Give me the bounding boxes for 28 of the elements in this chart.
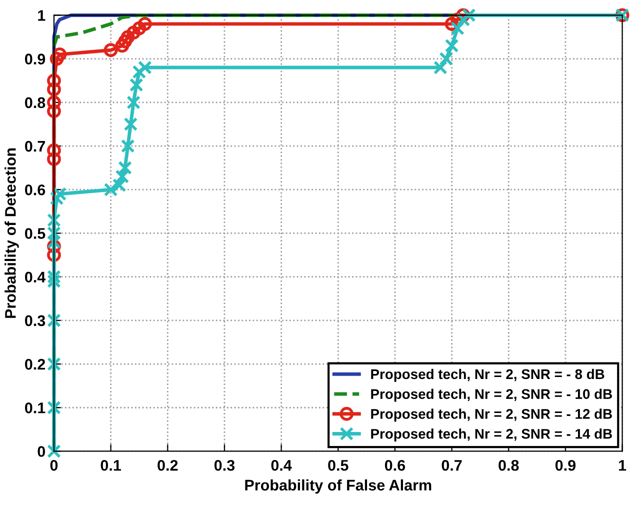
legend-label: Proposed tech, Nr = 2, SNR = - 14 dB [371,428,612,442]
y-tick-label: 0.2 [25,358,46,370]
legend-label: Proposed tech, Nr = 2, SNR = - 10 dB [371,388,612,402]
y-tick-label: 0.1 [25,402,46,414]
legend-label: Proposed tech, Nr = 2, SNR = - 8 dB [371,368,604,382]
x-tick-label: 0.2 [158,460,178,471]
x-axis-title: Probability of False Alarm [245,479,432,494]
y-tick-label: 0.5 [25,228,46,239]
x-tick-label: 0.1 [100,460,121,471]
y-tick-label: 0.3 [25,315,46,326]
x-tick-label: 0.8 [498,460,519,471]
y-tick-label: 0.6 [25,184,46,196]
x-tick-label: 0.7 [442,460,462,471]
y-axis-title: Probability of Detection [4,148,19,318]
y-tick-label: 1 [38,10,46,21]
x-tick-label: 0.4 [271,460,292,471]
y-tick-label: 0.7 [25,140,45,152]
x-tick-label: 0 [50,460,58,471]
x-tick-label: 0.9 [555,460,576,471]
y-tick-label: 0 [38,446,46,457]
x-tick-label: 1 [619,460,626,471]
x-tick-label: 0.5 [328,460,348,471]
x-tick-label: 0.6 [384,460,406,471]
y-tick-label: 0.4 [25,272,46,283]
y-tick-label: 0.8 [25,97,46,108]
y-tick-label: 0.9 [25,54,46,64]
x-tick-label: 0.3 [214,460,235,471]
legend-label: Proposed tech, Nr = 2, SNR = - 12 dB [371,408,612,422]
